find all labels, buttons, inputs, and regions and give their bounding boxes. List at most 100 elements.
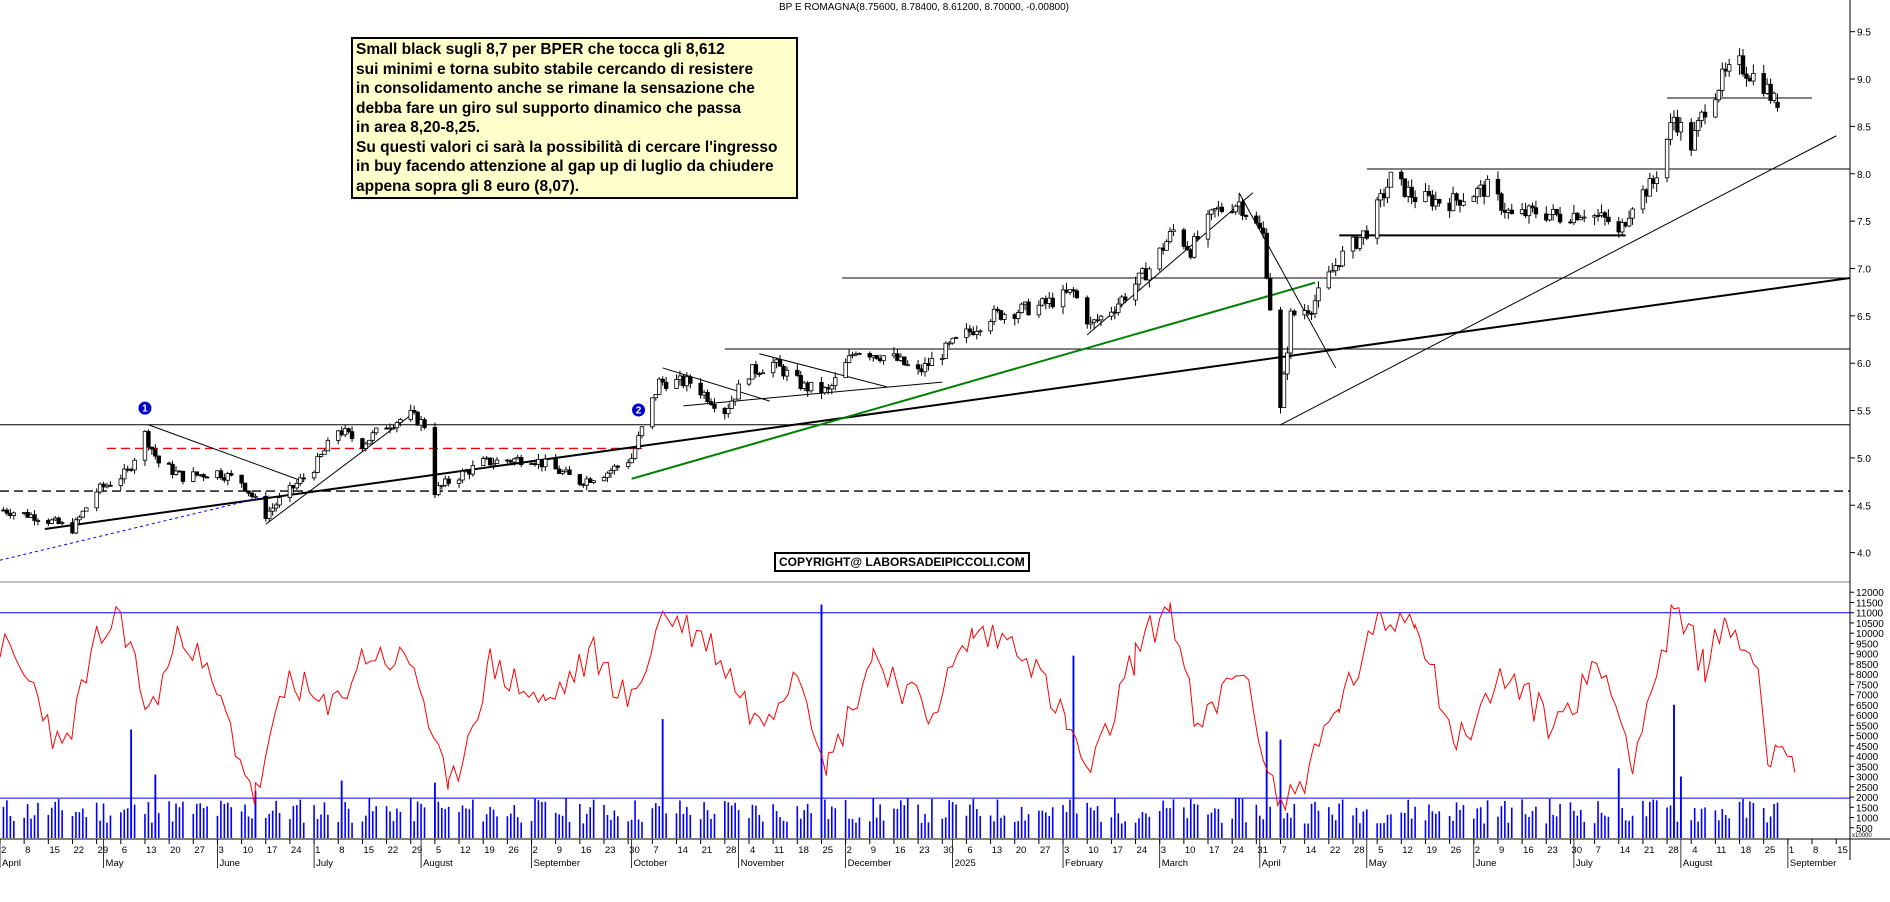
candle xyxy=(146,429,151,451)
candle xyxy=(1668,113,1673,146)
candle xyxy=(1509,203,1514,215)
candle-body xyxy=(1219,206,1225,212)
candle xyxy=(1437,198,1442,207)
date-tick-label: 2 xyxy=(1,845,6,856)
pattern-line xyxy=(662,367,770,402)
candle-body xyxy=(950,337,955,344)
pattern-line xyxy=(683,381,943,407)
candle xyxy=(1595,208,1601,222)
candle xyxy=(1630,207,1635,225)
candle-body xyxy=(746,378,752,385)
candle xyxy=(491,457,496,470)
date-tick-label: 10 xyxy=(243,845,254,856)
date-tick-label: 13 xyxy=(146,845,157,856)
candle-body xyxy=(663,381,669,389)
date-tick-label: 27 xyxy=(1040,845,1051,856)
candle xyxy=(242,482,248,492)
date-tick-label: 26 xyxy=(508,845,519,856)
candle-body xyxy=(1412,196,1418,203)
month-label: June xyxy=(1476,858,1497,869)
candle-body xyxy=(1692,130,1697,151)
candle xyxy=(370,430,375,444)
candle xyxy=(1471,194,1476,202)
candle-body xyxy=(1374,199,1380,239)
candle-body xyxy=(170,463,175,475)
candle-body xyxy=(470,465,476,475)
volume-scale-label: x10000 xyxy=(1852,833,1872,839)
candle xyxy=(394,421,400,433)
candle-body xyxy=(432,427,438,496)
candle xyxy=(108,481,113,487)
candle xyxy=(1647,172,1653,197)
candle xyxy=(1526,204,1532,224)
month-label: August xyxy=(1683,858,1713,869)
candle xyxy=(1074,288,1080,299)
price-tick-label: 7.0 xyxy=(1857,264,1871,275)
candle-body xyxy=(59,522,65,525)
candle xyxy=(950,337,955,345)
candle-body xyxy=(1647,178,1653,197)
candle-body xyxy=(201,474,206,478)
candle xyxy=(660,376,665,386)
candle-body xyxy=(1167,231,1173,243)
candle-body xyxy=(1385,186,1390,199)
candle-body xyxy=(318,454,324,457)
candle xyxy=(988,319,993,335)
candle-body xyxy=(349,431,355,440)
candle-body xyxy=(674,379,679,389)
candle-body xyxy=(132,459,137,471)
candle-body xyxy=(629,457,634,464)
candle-body xyxy=(943,342,948,359)
candle xyxy=(1212,208,1218,218)
candle-body xyxy=(567,469,572,475)
candle xyxy=(180,470,186,485)
candle xyxy=(857,352,862,355)
candle-body xyxy=(80,510,86,518)
candle-body xyxy=(518,457,524,466)
candle xyxy=(1326,265,1332,290)
candle xyxy=(1713,93,1718,119)
candle xyxy=(1692,121,1697,151)
candle-body xyxy=(1630,208,1635,219)
candle-body xyxy=(615,465,621,468)
candle-body xyxy=(436,485,441,496)
candle xyxy=(1164,239,1169,251)
candle xyxy=(97,482,103,495)
candle xyxy=(1364,225,1369,240)
oscillator-tick-label: 5500 xyxy=(1856,721,1879,732)
date-tick-label: 2 xyxy=(1475,845,1480,856)
candle-body xyxy=(394,422,400,429)
candle-body xyxy=(660,378,665,383)
candle-body xyxy=(118,478,124,486)
candle xyxy=(1578,214,1583,221)
candle-body xyxy=(249,492,255,497)
candle xyxy=(798,371,803,391)
candle-body xyxy=(1595,215,1601,217)
candle-body xyxy=(1499,193,1504,211)
candle xyxy=(518,454,524,468)
candle xyxy=(1678,117,1684,141)
candle xyxy=(118,474,124,491)
candle-body xyxy=(1423,191,1428,203)
candle xyxy=(80,510,86,519)
date-tick-label: 24 xyxy=(1137,845,1148,856)
candle-body xyxy=(978,330,983,333)
candle-body xyxy=(1399,171,1404,180)
candle-body xyxy=(1095,319,1100,322)
candle-body xyxy=(639,426,645,437)
date-tick-label: 26 xyxy=(1451,845,1462,856)
candle-body xyxy=(1333,265,1338,272)
price-tick-label: 7.5 xyxy=(1857,217,1871,228)
candle-body xyxy=(263,495,268,519)
candle xyxy=(1374,196,1380,245)
candle-body xyxy=(1109,311,1114,317)
candle-body xyxy=(770,361,776,374)
pattern-line xyxy=(759,353,888,388)
oscillator-tick-label: 3000 xyxy=(1856,773,1879,784)
candle-body xyxy=(73,519,79,534)
candle-body xyxy=(322,450,327,455)
date-tick-label: 28 xyxy=(726,845,737,856)
date-tick-label: 28 xyxy=(1668,845,1679,856)
candle xyxy=(729,395,734,410)
candle xyxy=(612,464,617,475)
